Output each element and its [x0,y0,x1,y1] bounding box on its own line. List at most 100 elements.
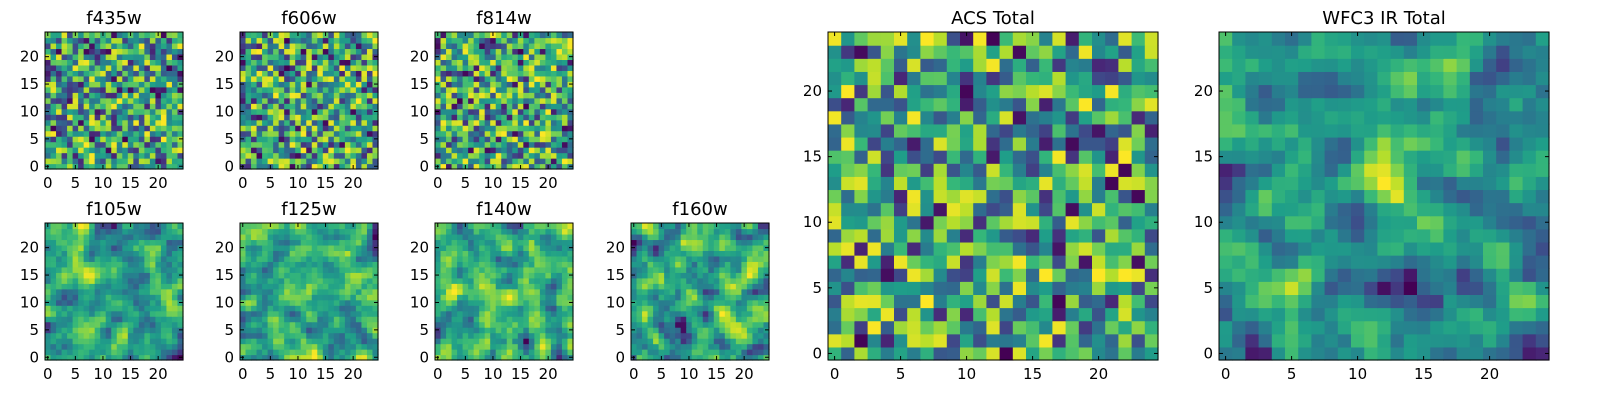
heatmap-cell [556,92,563,99]
heatmap-cell [94,48,101,55]
heatmap-cell [960,333,974,348]
heatmap-cell [311,163,318,170]
heatmap-cell [339,266,346,273]
heatmap-cell [451,294,458,301]
heatmap-cell [479,305,486,312]
heatmap-cell [631,228,638,235]
heatmap-cell [501,103,508,110]
heatmap-cell [490,141,497,148]
heatmap-cell [366,103,374,110]
heatmap-cell [1078,281,1093,295]
heatmap-cell [83,119,90,126]
heatmap-cell [528,108,535,115]
heatmap-cell [372,294,379,301]
heatmap-cell [907,189,921,204]
heatmap-cell [355,239,363,246]
heatmap-cell [333,332,340,339]
heatmap-cell [50,266,57,273]
heatmap-cell [278,75,285,82]
heatmap-cell [50,152,57,159]
heatmap-cell [697,310,704,317]
heatmap-cell [284,228,291,235]
heatmap-cell [317,158,324,165]
heatmap-cell [256,37,263,44]
heatmap-cell [100,81,107,88]
heatmap-cell [160,48,168,55]
heatmap-cell [171,343,179,350]
heatmap-cell [567,338,574,345]
heatmap-cell [89,332,96,339]
heatmap-cell [111,147,118,154]
heatmap-cell [122,163,129,170]
heatmap-cell [999,281,1014,295]
heatmap-cell [528,86,535,93]
heatmap-cell [757,338,765,345]
heatmap-cell [105,266,112,273]
heatmap-cell [567,130,574,137]
heatmap-cell [539,283,546,290]
heatmap-cell [752,277,759,284]
heatmap-cell [273,354,280,361]
heatmap-cell [56,158,63,165]
heatmap-cell [78,338,85,345]
y-tick-label: 15 [606,266,625,284]
heatmap-cell [61,327,68,334]
heatmap-cell [245,261,252,268]
heatmap-cell [545,294,552,301]
heatmap-cell [539,48,546,55]
heatmap-cell [133,272,140,279]
heatmap-cell [317,37,324,44]
heatmap-cell [473,97,480,104]
heatmap-cell [713,277,720,284]
heatmap-cell [89,272,96,279]
heatmap-cell [523,255,530,262]
heatmap-cell [1092,268,1106,282]
heatmap-cell [333,343,340,350]
heatmap-cell [278,233,285,241]
heatmap-cell [1039,241,1053,256]
heatmap-cell [144,125,151,132]
heatmap-cell [361,250,368,257]
heatmap-cell [245,152,252,159]
heatmap-cell [636,327,643,334]
heatmap-cell [752,244,759,251]
heatmap-cell [539,233,546,241]
heatmap-cell [105,261,112,268]
heatmap-cell [262,64,269,71]
heatmap-cell [61,233,68,241]
heatmap-cell [501,338,508,345]
heatmap-cell [697,338,704,345]
heatmap-cell [72,233,79,241]
heatmap-cell [267,119,274,126]
heatmap-cell [561,32,569,39]
heatmap-cell [534,349,541,356]
heatmap-cell [133,97,140,104]
heatmap-cell [89,42,96,50]
heatmap-cell [550,327,558,334]
heatmap-cell [1144,255,1159,269]
heatmap-cell [539,147,546,154]
heatmap-cell [713,255,720,262]
heatmap-cell [83,321,90,328]
heatmap-cell [333,316,340,323]
heatmap-cell [1144,202,1159,217]
heatmap-cell [105,272,112,279]
heatmap-cell [56,310,63,317]
heatmap-cell [355,32,363,39]
heatmap-cell [828,268,842,282]
heatmap-cell [501,130,508,137]
heatmap-cell [484,141,491,148]
heatmap-cell [880,150,895,164]
heatmap-cell [501,261,508,268]
heatmap-cell [333,141,340,148]
heatmap-cell [328,261,335,268]
heatmap-cell [986,320,1001,335]
heatmap-cell [94,244,101,251]
heatmap-cell [355,272,363,279]
heatmap-cell [506,316,513,323]
heatmap-cell [160,255,168,262]
heatmap-cell [1105,228,1119,243]
heatmap-cell [166,48,173,55]
heatmap-cell [155,152,162,159]
heatmap-cell [973,176,987,191]
